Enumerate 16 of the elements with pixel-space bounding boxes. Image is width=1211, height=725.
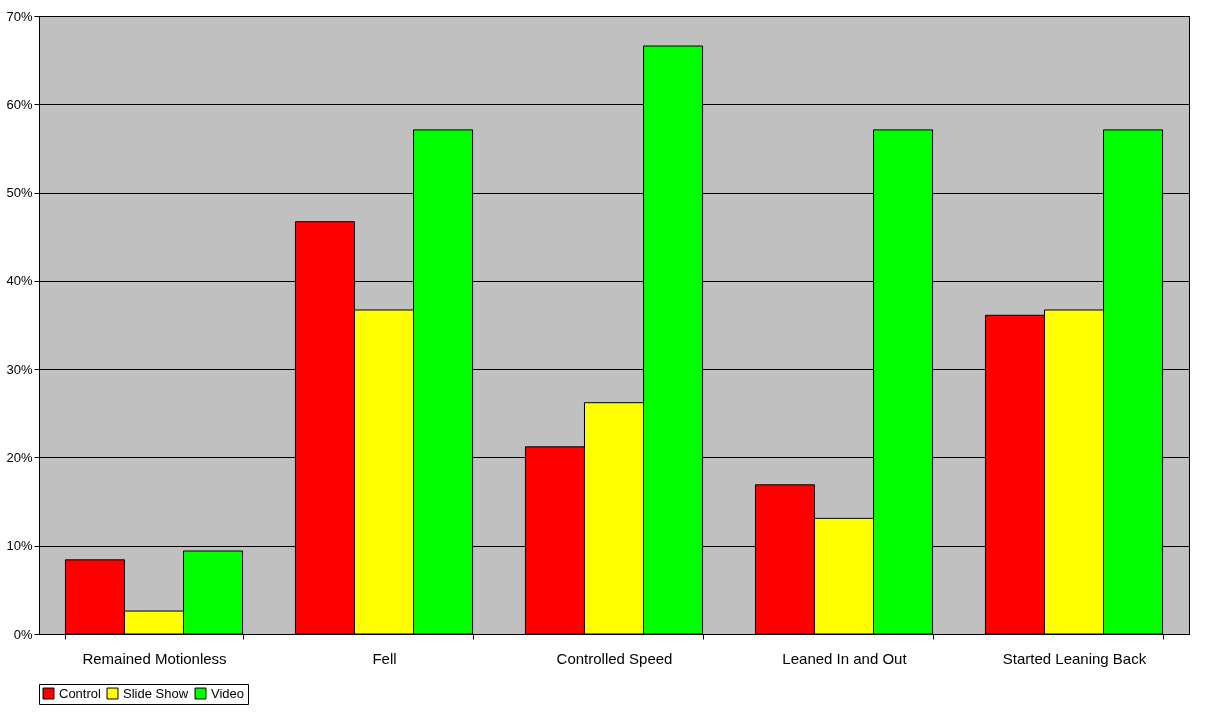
- legend-label: Control: [59, 685, 102, 701]
- y-tick-label: 60%: [6, 96, 33, 112]
- x-tick-label: Controlled Speed: [556, 649, 673, 667]
- x-tick-label: Leaned In and Out: [782, 649, 908, 667]
- legend-label: Video: [211, 685, 245, 701]
- y-tick-label: 40%: [6, 273, 33, 289]
- y-tick-label: 50%: [6, 185, 33, 201]
- y-tick-label: 70%: [6, 8, 33, 24]
- legend-label: Slide Show: [123, 685, 189, 701]
- x-tick-label: Fell: [372, 649, 397, 667]
- y-tick-label: 20%: [6, 449, 33, 465]
- x-tick-label: Started Leaning Back: [1002, 649, 1147, 667]
- y-tick-label: 0%: [13, 626, 33, 642]
- x-tick-label: Remained Motionless: [82, 649, 227, 667]
- y-tick-label: 10%: [6, 538, 33, 554]
- y-tick-label: 30%: [6, 361, 33, 377]
